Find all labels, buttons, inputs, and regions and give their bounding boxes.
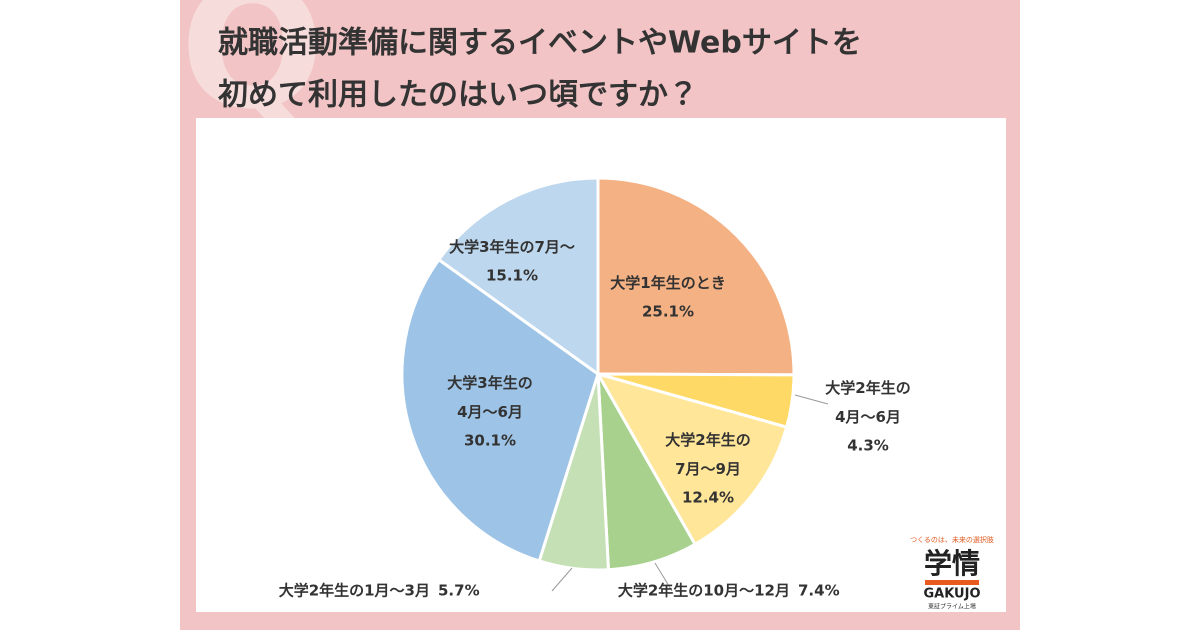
chart-title: 就職活動準備に関するイベントやWebサイトを xyxy=(218,26,862,61)
leader-line xyxy=(654,562,673,592)
logo-tagline: つくるのは、未来の選択肢 xyxy=(910,535,994,544)
value-label: 30.1% xyxy=(464,432,516,450)
pie-slice xyxy=(596,176,796,377)
value-label: 4.3% xyxy=(847,437,889,455)
logo-bar xyxy=(925,580,979,585)
logo-name: 学情 xyxy=(924,547,980,580)
category-label: 大学2年生の10月～12月 xyxy=(618,582,790,600)
logo: つくるのは、未来の選択肢 学情 GAKUJO 東証プライム上場 xyxy=(910,535,994,611)
category-label: 大学1年生のとき xyxy=(610,274,725,292)
pie-slice xyxy=(400,257,600,563)
category-label: 大学2年生の1月～3月 xyxy=(279,582,430,600)
category-label: 大学3年生の7月～ xyxy=(449,238,575,256)
value-label: 12.4% xyxy=(682,489,734,507)
category-label: 大学2年生の 7月～9月 xyxy=(665,431,750,478)
value-label: 7.4% xyxy=(798,582,840,600)
logo-brand: GAKUJO xyxy=(923,587,980,602)
value-label: 15.1% xyxy=(486,267,538,285)
category-label: 大学3年生の 4月～6月 xyxy=(447,374,532,421)
leader-line xyxy=(794,394,829,405)
chart-title: 初めて利用したのはいつ頃ですか？ xyxy=(217,78,698,113)
value-label: 5.7% xyxy=(438,582,480,600)
logo-note: 東証プライム上場 xyxy=(928,603,976,611)
pie-slice xyxy=(436,176,600,377)
value-label: 25.1% xyxy=(642,303,694,321)
leader-line xyxy=(551,567,573,592)
pie-slice xyxy=(594,371,789,547)
category-label: 大学2年生の 4月～6月 xyxy=(825,379,910,426)
